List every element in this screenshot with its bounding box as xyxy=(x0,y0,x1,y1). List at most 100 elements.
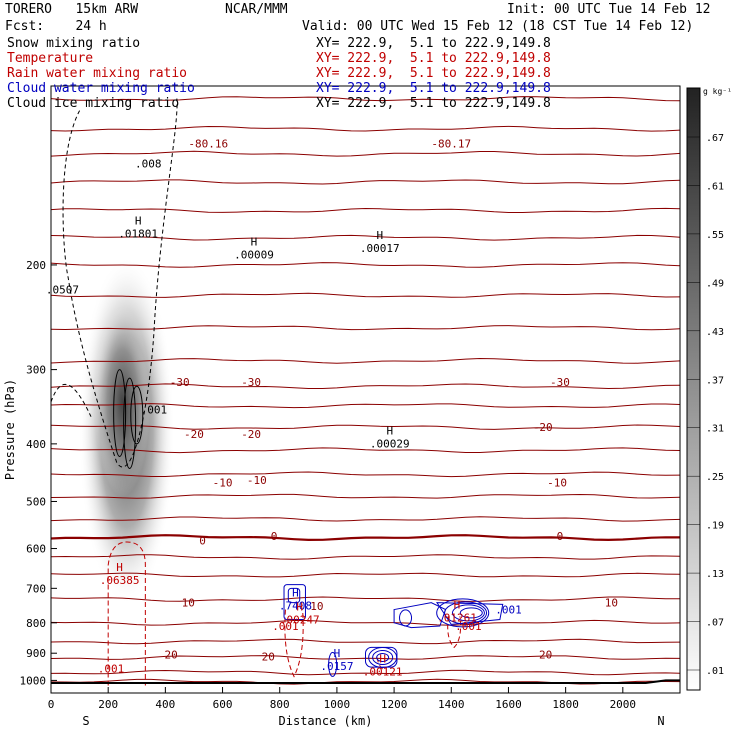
x-tick-label: 800 xyxy=(270,698,290,711)
extremum-value: .0157 xyxy=(320,660,353,673)
isotherm-label: -10 xyxy=(547,477,567,490)
extremum-mark: H xyxy=(116,561,123,574)
isotherm-line xyxy=(50,638,681,645)
cloud-water-contour xyxy=(451,604,485,622)
isotherm-line xyxy=(50,669,681,676)
valid-time: Valid: 00 UTC Wed 15 Feb 12 (18 CST Tue … xyxy=(302,19,694,34)
legend-xy: XY= 222.9, 5.1 to 222.9,149.8 xyxy=(316,96,551,111)
forecast-hour: Fcst: 24 h xyxy=(5,19,107,34)
x-tick-label: 2000 xyxy=(610,698,637,711)
cloud-ice-contour xyxy=(62,98,178,468)
extremum-mark: H xyxy=(454,599,461,612)
init-time: Init: 00 UTC Tue 14 Feb 12 xyxy=(507,2,711,17)
y-tick-label: 600 xyxy=(26,543,46,556)
cloud-water-contour xyxy=(393,602,447,629)
y-tick-label: 400 xyxy=(26,438,46,451)
isotherm-label: 0 xyxy=(557,530,564,543)
isotherm-line xyxy=(50,447,681,454)
isotherm-label: -30 xyxy=(170,376,190,389)
y-tick-label: 900 xyxy=(26,647,46,660)
cloud-water-contour xyxy=(368,646,398,668)
terrain-line xyxy=(51,679,680,684)
isotherm-line xyxy=(50,554,681,560)
extremum-mark: H xyxy=(379,653,386,666)
isotherm-line xyxy=(50,403,681,409)
isotherm-line xyxy=(50,572,681,578)
isotherm-label: -20 xyxy=(241,428,261,441)
south-endpoint: S xyxy=(82,714,89,728)
isotherm-line xyxy=(50,262,681,268)
extremum-mark: H xyxy=(386,425,393,438)
isotherm-label: 0 xyxy=(199,535,206,548)
snow-contour xyxy=(130,385,144,445)
isotherm-line xyxy=(50,493,681,499)
isotherm-label: -30 xyxy=(550,376,570,389)
colorbar-tick-label: .31 xyxy=(706,424,724,435)
contour-label: .001 xyxy=(98,663,125,676)
isotherm-label: -10 xyxy=(213,477,233,490)
isotherm-line xyxy=(50,357,681,364)
isotherm-label: -30 xyxy=(241,376,261,389)
model-title: TORERO 15km ARW xyxy=(5,2,139,17)
cloud-water-contour xyxy=(376,652,390,662)
isotherm-label: -20 xyxy=(184,428,204,441)
x-tick-label: 1000 xyxy=(324,698,351,711)
contour-label: .001 xyxy=(495,604,522,617)
isotherm-line xyxy=(50,179,681,185)
isotherm-line xyxy=(50,234,681,241)
extremum-value: .00017 xyxy=(360,242,400,255)
extremum-value: .01801 xyxy=(118,227,158,240)
snow-contour xyxy=(123,377,137,469)
isotherm-line xyxy=(50,516,681,522)
cloud-ice-contour xyxy=(50,383,92,417)
legend-xy: XY= 222.9, 5.1 to 222.9,149.8 xyxy=(316,66,551,81)
cloud-water-contour xyxy=(287,587,301,604)
legend-label: Snow mixing ratio xyxy=(7,36,141,51)
isotherm-line xyxy=(50,96,681,102)
colorbar xyxy=(686,87,701,691)
contour-label: .0507 xyxy=(46,284,79,297)
legend-label: Rain water mixing ratio xyxy=(7,66,188,81)
colorbar-tick-label: .43 xyxy=(706,327,724,338)
cloud-water-contour xyxy=(328,651,338,677)
extremum-value: .00029 xyxy=(370,438,410,451)
y-tick-label: 500 xyxy=(26,495,46,508)
legend-label: Cloud ice mixing ratio xyxy=(7,96,180,111)
extremum-mark: H xyxy=(376,229,383,242)
contour-label: .001 xyxy=(455,620,482,633)
colorbar-tick-label: .13 xyxy=(706,569,724,580)
isotherm-label: 20 xyxy=(539,649,552,662)
x-tick-label: 1400 xyxy=(438,698,465,711)
legend-xy: XY= 222.9, 5.1 to 222.9,149.8 xyxy=(316,51,551,66)
cloud-water-contour xyxy=(459,607,483,619)
colorbar-tick-label: .55 xyxy=(706,230,724,241)
isotherm-line xyxy=(50,150,681,157)
plot-frame xyxy=(50,85,681,694)
legend-label: Temperature xyxy=(7,51,94,66)
y-tick-label: 300 xyxy=(26,364,46,377)
north-endpoint: N xyxy=(657,714,664,728)
isotherm-label: 20 xyxy=(262,651,275,664)
x-tick-label: 1600 xyxy=(495,698,522,711)
x-tick-label: 0 xyxy=(48,698,55,711)
isotherm-label: 10 xyxy=(310,600,323,613)
rain-contour xyxy=(284,609,304,678)
extremum-value: .06385 xyxy=(100,574,140,587)
extremum-value: .7408 xyxy=(279,600,312,613)
cloud-water-contour xyxy=(444,601,488,625)
colorbar-tick-label: .37 xyxy=(706,375,724,386)
isotherm-line xyxy=(50,534,681,542)
y-axis-title: Pressure (hPa) xyxy=(3,379,17,480)
extremum-mark: H xyxy=(296,600,303,613)
colorbar-tick-label: .01 xyxy=(706,666,724,677)
isotherm-line xyxy=(50,424,681,430)
extremum-mark: H xyxy=(334,647,341,660)
isotherm-line xyxy=(50,471,681,478)
isotherm-label: -80.17 xyxy=(431,138,471,151)
x-axis-title: Distance (km) xyxy=(279,714,373,728)
y-tick-label: 800 xyxy=(26,617,46,630)
cloud-water-contour xyxy=(436,598,490,628)
contour-label: .001 xyxy=(141,403,168,416)
extremum-mark: H xyxy=(251,236,258,249)
isotherm-label: 10 xyxy=(182,597,195,610)
